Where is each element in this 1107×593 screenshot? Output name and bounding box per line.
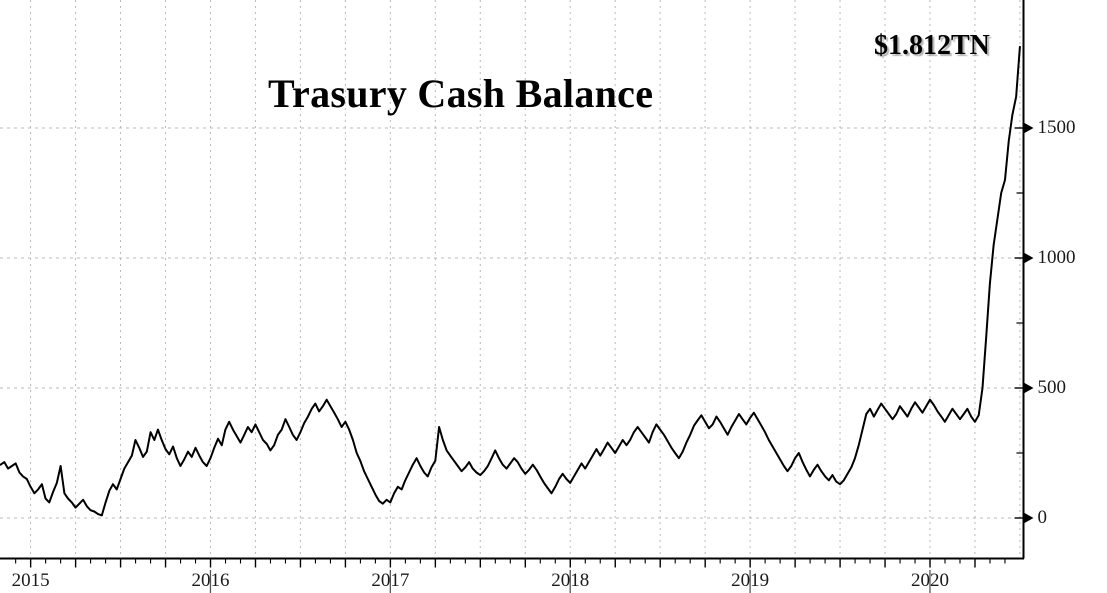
peak-value-annotation: $1.812TN <box>874 30 990 61</box>
y-axis-tick-label: 500 <box>1037 377 1067 398</box>
y-tick-arrow <box>1024 513 1034 523</box>
y-axis-tick-label: 0 <box>1037 507 1048 528</box>
data-series-line <box>0 45 1021 517</box>
grid-lines <box>0 0 1024 559</box>
x-axis-tick-label: 2015 <box>11 570 50 591</box>
y-tick-arrow <box>1024 383 1034 393</box>
x-axis-year-separators <box>209 570 931 593</box>
y-axis-tick-label: 1000 <box>1037 247 1076 268</box>
y-tick-arrow <box>1024 123 1034 133</box>
x-axis-tick-label: 2016 <box>191 570 230 591</box>
x-axis-tick-label: 2019 <box>731 570 770 591</box>
axis-spines <box>0 0 1025 560</box>
x-axis-tick-label: 2018 <box>551 570 590 591</box>
y-tick-arrow <box>1024 253 1034 263</box>
horizontal-grid-lines <box>0 127 1024 519</box>
y-axis-tick-label: 1500 <box>1037 117 1076 138</box>
y-axis-tick-arrows <box>1024 123 1034 523</box>
x-axis-ticks <box>15 558 1006 568</box>
x-axis-tick-label: 2020 <box>910 570 949 591</box>
page-title: Trasury Cash Balance <box>268 71 654 116</box>
x-axis-tick-label: 2017 <box>371 570 410 591</box>
y-axis-ticks <box>1014 127 1024 519</box>
